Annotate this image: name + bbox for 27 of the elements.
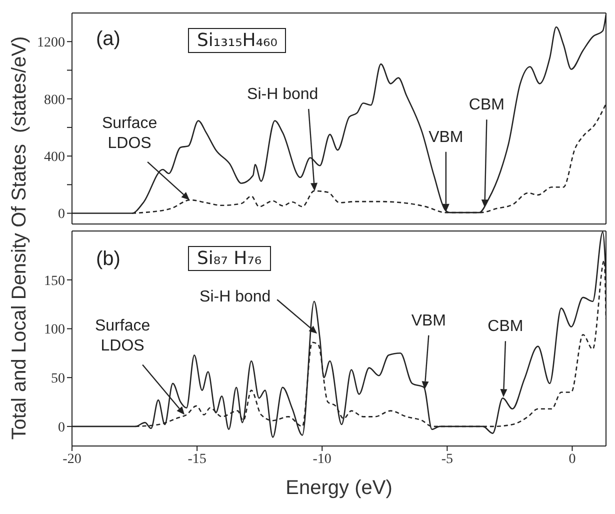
y-axis-title: Total and Local Density Of States (states/eV) — [8, 36, 32, 440]
annotation: (b) — [96, 248, 120, 271]
annotation: Si₈₇ H₇₆ — [188, 246, 271, 271]
annotation: Surface LDOS — [94, 318, 150, 355]
y-tick-label: 100 — [44, 322, 65, 338]
y-tick-label: 50 — [51, 372, 65, 387]
x-tick-label: -10 — [312, 452, 332, 467]
annotation: VBM — [411, 312, 446, 330]
y-tick-label: 400 — [44, 150, 65, 166]
annotation: VBM — [428, 128, 464, 146]
y-tick-label: 800 — [44, 92, 65, 108]
annotation: Si₁₃₁₅H₄₆₀ — [188, 28, 286, 53]
annotation: (a) — [96, 28, 120, 51]
x-axis-title: Energy (eV) — [286, 477, 392, 499]
x-tick-label: -5 — [441, 452, 454, 467]
annotation: Si-H bond — [247, 86, 318, 103]
x-tick-label: -20 — [62, 452, 82, 467]
annotation: CBM — [488, 318, 524, 336]
x-tick-label: -15 — [188, 452, 206, 467]
y-tick-label: 150 — [44, 274, 65, 289]
y-tick-label: 1200 — [37, 36, 65, 51]
y-tick-label: 0 — [58, 207, 65, 222]
annotation: CBM — [468, 96, 504, 114]
x-tick-label: 0 — [568, 452, 576, 467]
y-tick-label: 0 — [58, 420, 65, 436]
annotation: Si-H bond — [200, 288, 271, 306]
annotation: Surface LDOS — [102, 114, 158, 152]
